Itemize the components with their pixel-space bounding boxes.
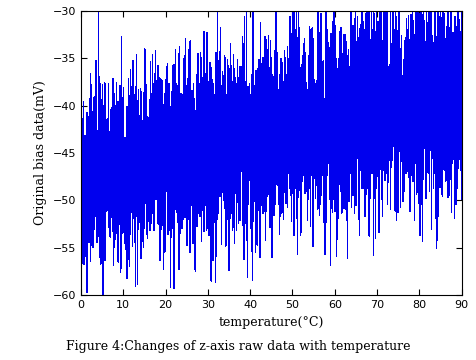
- Text: Figure 4:Changes of z-axis raw data with temperature: Figure 4:Changes of z-axis raw data with…: [66, 340, 410, 353]
- Y-axis label: Original bias data(mV): Original bias data(mV): [34, 81, 47, 225]
- X-axis label: temperature(°C): temperature(°C): [218, 316, 324, 329]
